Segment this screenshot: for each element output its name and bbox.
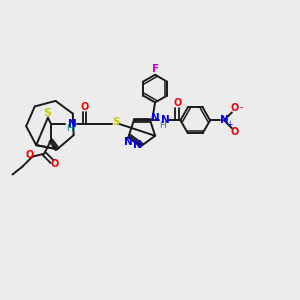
Text: -: - [239,102,243,112]
Text: O: O [231,127,239,137]
Text: N: N [220,115,228,125]
Text: N: N [151,113,160,123]
Text: N: N [161,115,170,125]
Text: S: S [112,117,120,127]
Text: F: F [152,64,159,74]
Text: N: N [124,137,133,147]
Text: N: N [133,140,141,150]
Text: O: O [51,159,59,169]
Text: O: O [25,150,33,160]
Text: O: O [173,98,181,108]
Text: O: O [80,102,88,112]
Text: S: S [43,108,51,118]
Text: +: + [226,120,232,129]
Text: H: H [66,124,73,133]
Text: H: H [159,121,166,130]
Text: O: O [231,103,239,113]
Text: N: N [68,118,77,129]
